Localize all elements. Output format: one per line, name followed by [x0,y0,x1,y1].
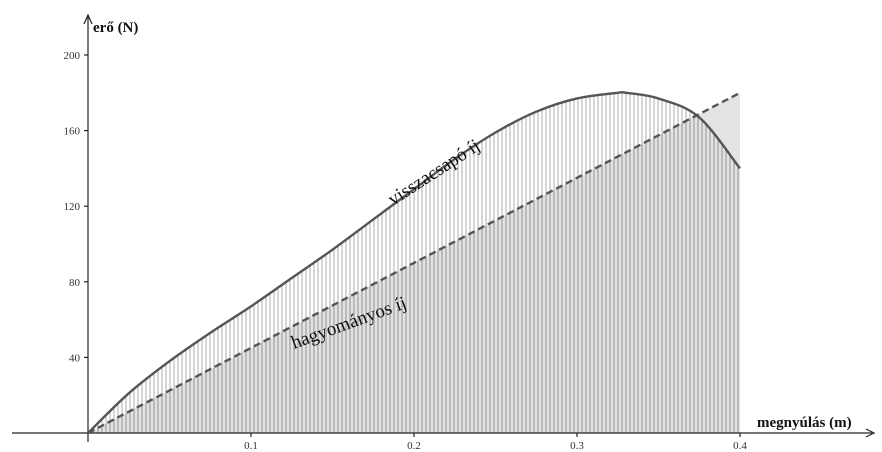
series-line-recurve [87,90,741,434]
x-tick-label: 0.1 [244,440,258,452]
y-tick-label: 120 [64,201,81,213]
x-axis-title: megnyúlás (m) [757,415,852,431]
y-tick-label: 40 [69,352,81,364]
x-axis-arrow-icon [865,428,876,438]
x-tick-label: 0.2 [407,440,421,452]
x-tick-label: 0.3 [570,440,584,452]
series-line-traditional [87,91,741,435]
y-axis-arrow-icon [83,13,93,25]
y-tick-label: 160 [64,126,81,138]
y-tick-label: 80 [69,277,81,289]
y-tick-label: 200 [64,50,81,62]
x-axis-ticks: 0.1 0.2 0.3 0.4 [244,433,747,452]
y-axis-title: erő (N) [93,20,138,36]
y-axis-ticks: 40 80 120 160 200 [64,50,88,364]
x-tick-label: 0.4 [733,440,747,452]
